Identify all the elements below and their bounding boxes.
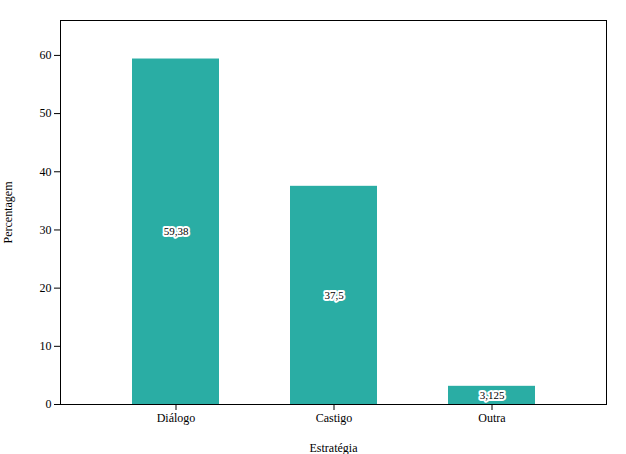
svg-text:60: 60	[40, 48, 52, 62]
svg-text:40: 40	[40, 165, 52, 179]
svg-text:50: 50	[40, 106, 52, 120]
svg-text:Estratégia: Estratégia	[310, 441, 359, 454]
svg-text:Castigo: Castigo	[316, 411, 353, 425]
svg-text:Diálogo: Diálogo	[157, 411, 196, 425]
svg-text:30: 30	[40, 223, 52, 237]
svg-text:Percentagem: Percentagem	[1, 181, 15, 244]
svg-text:59,38: 59,38	[164, 225, 189, 237]
svg-text:20: 20	[40, 281, 52, 295]
svg-text:37,5: 37,5	[324, 289, 344, 301]
svg-text:3,125: 3,125	[480, 389, 505, 401]
svg-text:0: 0	[46, 397, 52, 411]
svg-text:10: 10	[40, 339, 52, 353]
svg-text:Outra: Outra	[478, 411, 506, 425]
